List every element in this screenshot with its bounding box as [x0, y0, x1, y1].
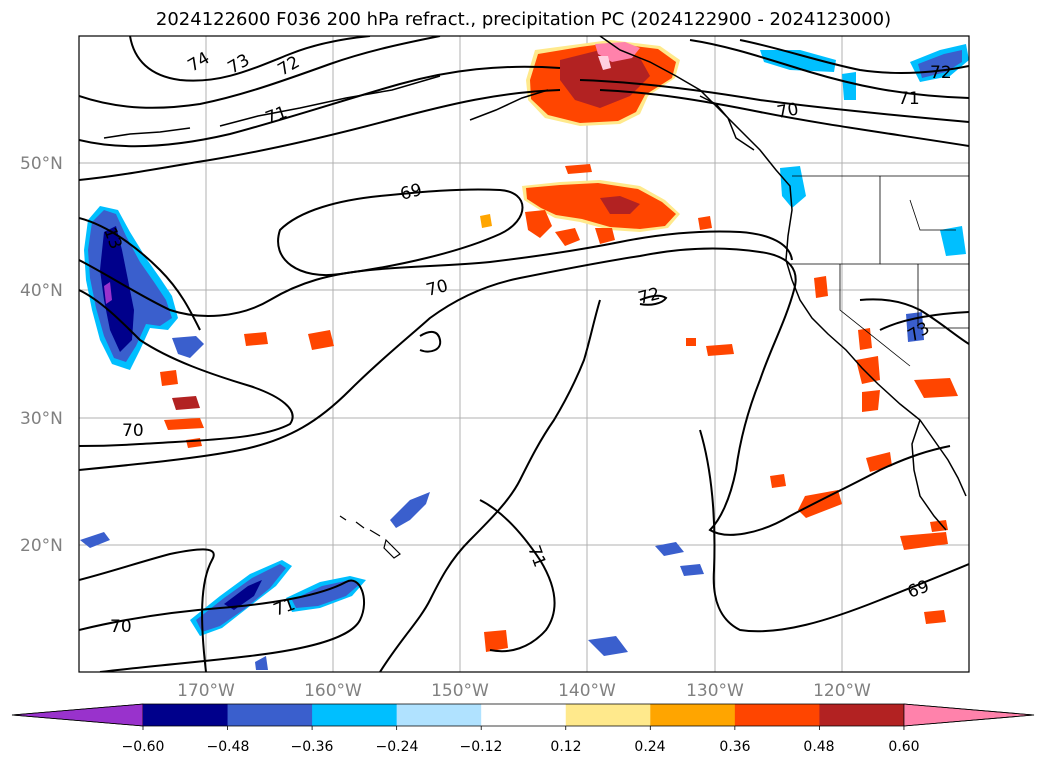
map-frame	[79, 36, 969, 672]
contour-label: 70	[110, 617, 132, 637]
lon-label-130w: 130°W	[686, 681, 744, 701]
colorbar-block	[312, 704, 398, 726]
precip-ne-negative	[760, 44, 969, 342]
colorbar-tick-label: 0.12	[550, 739, 581, 755]
lon-label-140w: 140°W	[558, 681, 616, 701]
precip-gulf-of-alaska	[526, 40, 680, 126]
colorbar-tick-label: 0.24	[634, 739, 665, 755]
lat-label-30n: 30°N	[20, 409, 63, 429]
coastlines	[103, 36, 967, 531]
lat-label-20n: 20°N	[20, 536, 63, 556]
colorbar-extend-min	[11, 703, 144, 727]
colorbar-block	[227, 704, 313, 726]
colorbar-tick-label: −0.12	[460, 739, 503, 755]
refractivity-contours	[79, 36, 969, 672]
colorbar-block	[819, 704, 905, 726]
contour-label: 70	[122, 421, 144, 441]
colorbar-block	[143, 704, 229, 726]
lon-label-160w: 160°W	[304, 681, 362, 701]
precip-ne-pacific-band	[480, 164, 712, 246]
lon-label-150w: 150°W	[431, 681, 489, 701]
colorbar-tick-label: 0.48	[803, 739, 834, 755]
map-title: 2024122600 F036 200 hPa refract., precip…	[155, 9, 892, 30]
colorbar	[11, 703, 1035, 730]
colorbar-block	[396, 704, 482, 726]
precip-west-negative	[84, 206, 204, 370]
colorbar-extend-max	[903, 703, 1035, 727]
hawaii-islands	[339, 515, 401, 559]
colorbar-block	[734, 704, 820, 726]
colorbar-tick-label: 0.36	[719, 739, 750, 755]
political-borders	[790, 175, 969, 367]
colorbar-tick-label: −0.36	[291, 739, 334, 755]
precip-sw-negative	[80, 492, 704, 670]
contour-label: 71	[898, 89, 920, 109]
colorbar-tick-label: −0.24	[376, 739, 419, 755]
colorbar-tick-label: −0.60	[122, 739, 165, 755]
contour-label: 70	[775, 99, 800, 122]
map-border	[78, 35, 970, 673]
colorbar-block	[565, 704, 651, 726]
lon-label-170w: 170°W	[177, 681, 235, 701]
colorbar-tick-label: −0.48	[207, 739, 250, 755]
contour-label: 72	[930, 63, 952, 83]
lon-label-120w: 120°W	[813, 681, 871, 701]
colorbar-block	[481, 704, 567, 726]
colorbar-ticks: −0.60 −0.48 −0.36 −0.24 −0.12 0.12 0.24 …	[122, 739, 920, 755]
colorbar-tick-label: 0.60	[888, 739, 919, 755]
lat-label-40n: 40°N	[20, 281, 63, 301]
colorbar-block	[650, 704, 736, 726]
precip-scattered-positive	[160, 276, 958, 652]
lat-label-50n: 50°N	[20, 154, 63, 174]
